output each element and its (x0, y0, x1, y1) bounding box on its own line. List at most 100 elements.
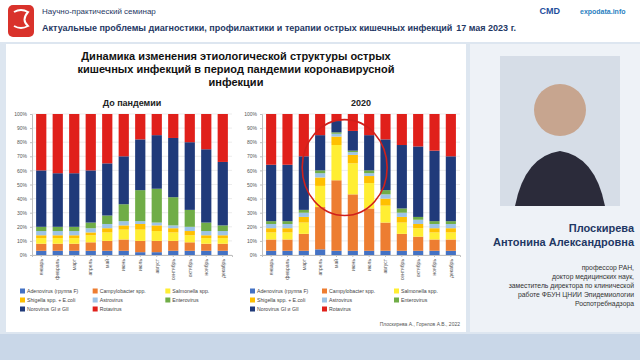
logo-mark (14, 10, 28, 28)
speaker-position: Роспотребнадзора (575, 300, 634, 308)
y-tick-mark (30, 170, 32, 171)
bar (282, 232, 292, 239)
bar (413, 217, 423, 220)
x-tick-label: октябрь (415, 259, 421, 278)
bar (119, 239, 129, 250)
bar (135, 114, 145, 139)
x-tick-label: август (382, 258, 388, 273)
y-tick: 60% (247, 168, 262, 174)
bar (348, 151, 358, 152)
bar (266, 221, 276, 224)
y-tick: 90% (247, 125, 262, 131)
speaker-head (534, 84, 586, 136)
bar (36, 114, 46, 170)
bar (102, 224, 112, 228)
bar (168, 225, 178, 228)
x-tick-label: июль (137, 259, 143, 271)
y-tick-label: 0% (20, 252, 28, 258)
bar (86, 170, 96, 222)
legend-item: Campylobacter spp. (322, 288, 375, 294)
x-tick-label: февраль (284, 259, 290, 280)
bar (218, 235, 228, 238)
bar (201, 238, 211, 244)
x-tick-label: апрель (87, 259, 93, 276)
bar (53, 251, 63, 255)
bar (53, 244, 63, 251)
bar (36, 251, 46, 255)
chart-title: До пандемии (103, 98, 162, 108)
bar (266, 239, 276, 250)
chart: До пандемии0%10%20%30%40%50%60%70%80%90%… (14, 98, 232, 312)
legend-swatch (165, 289, 170, 294)
bar (201, 114, 211, 149)
bar (413, 220, 423, 224)
y-tick: 10% (17, 238, 32, 244)
bar (380, 251, 390, 255)
y-tick: 0% (20, 252, 32, 258)
bar (201, 251, 211, 255)
y-tick-label: 60% (247, 168, 258, 174)
y-axis: 0%10%20%30%40%50%60%70%80%90%100% (244, 111, 262, 258)
bar (282, 224, 292, 228)
bar (282, 228, 292, 232)
speaker-photo (500, 56, 620, 206)
bar (119, 221, 129, 225)
bar (36, 170, 46, 226)
bar (102, 241, 112, 251)
legend-label: Salmonella spp. (401, 288, 438, 294)
y-tick-mark (260, 241, 262, 242)
bar (119, 251, 129, 255)
y-tick: 0% (250, 252, 262, 258)
legend-label: Norovirus GI и GII (27, 306, 69, 312)
x-tick: февраль (54, 255, 60, 280)
bar (185, 251, 195, 255)
x-tick-label: январь (38, 259, 44, 276)
bar (413, 228, 423, 236)
bar (69, 114, 79, 173)
legend-item: Adenovirus (группа F) (20, 288, 79, 294)
bar (152, 114, 162, 135)
x-tick-mark (41, 255, 42, 257)
y-tick-mark (30, 241, 32, 242)
header-title: Актуальные проблемы диагностики, профила… (42, 23, 516, 33)
legend-label: Campylobacter spp. (100, 288, 146, 294)
bar (69, 238, 79, 244)
grid (32, 114, 232, 255)
x-tick-mark (156, 255, 157, 257)
y-tick-label: 90% (17, 125, 28, 131)
x-tick-label: декабрь (220, 259, 226, 278)
slide-title: кишечных инфекций в период пандемии коро… (78, 63, 395, 75)
y-tick: 70% (247, 153, 262, 159)
bar (135, 221, 145, 224)
bar (102, 232, 112, 240)
x-tick: май (333, 255, 339, 268)
bar (53, 114, 63, 173)
bar (282, 221, 292, 224)
y-tick: 70% (17, 153, 32, 159)
bar (36, 238, 46, 244)
bar (331, 251, 341, 255)
bar (135, 241, 145, 252)
bar (315, 249, 325, 255)
legend-label: Shigella spp. + E.coli (257, 297, 305, 303)
legend-swatch (394, 298, 399, 303)
bar (201, 244, 211, 251)
bar (348, 251, 358, 255)
y-axis-line (30, 115, 33, 256)
y-tick: 10% (247, 238, 262, 244)
x-tick-label: февраль (54, 259, 60, 280)
x-tick-mark (74, 255, 75, 257)
bar (397, 208, 407, 212)
x-tick-label: апрель (317, 259, 323, 276)
x-tick-label: август (154, 258, 160, 273)
x-tick: апрель (87, 255, 93, 275)
legend-label: Adenovirus (группа F) (27, 288, 79, 294)
legend-item: Salmonella spp. (165, 288, 209, 294)
bar (218, 225, 228, 231)
bar (364, 170, 374, 173)
bar (397, 251, 407, 255)
legend-swatch (322, 307, 327, 312)
bar (135, 224, 145, 230)
x-tick-label: январь (268, 259, 274, 276)
bars (266, 114, 456, 255)
